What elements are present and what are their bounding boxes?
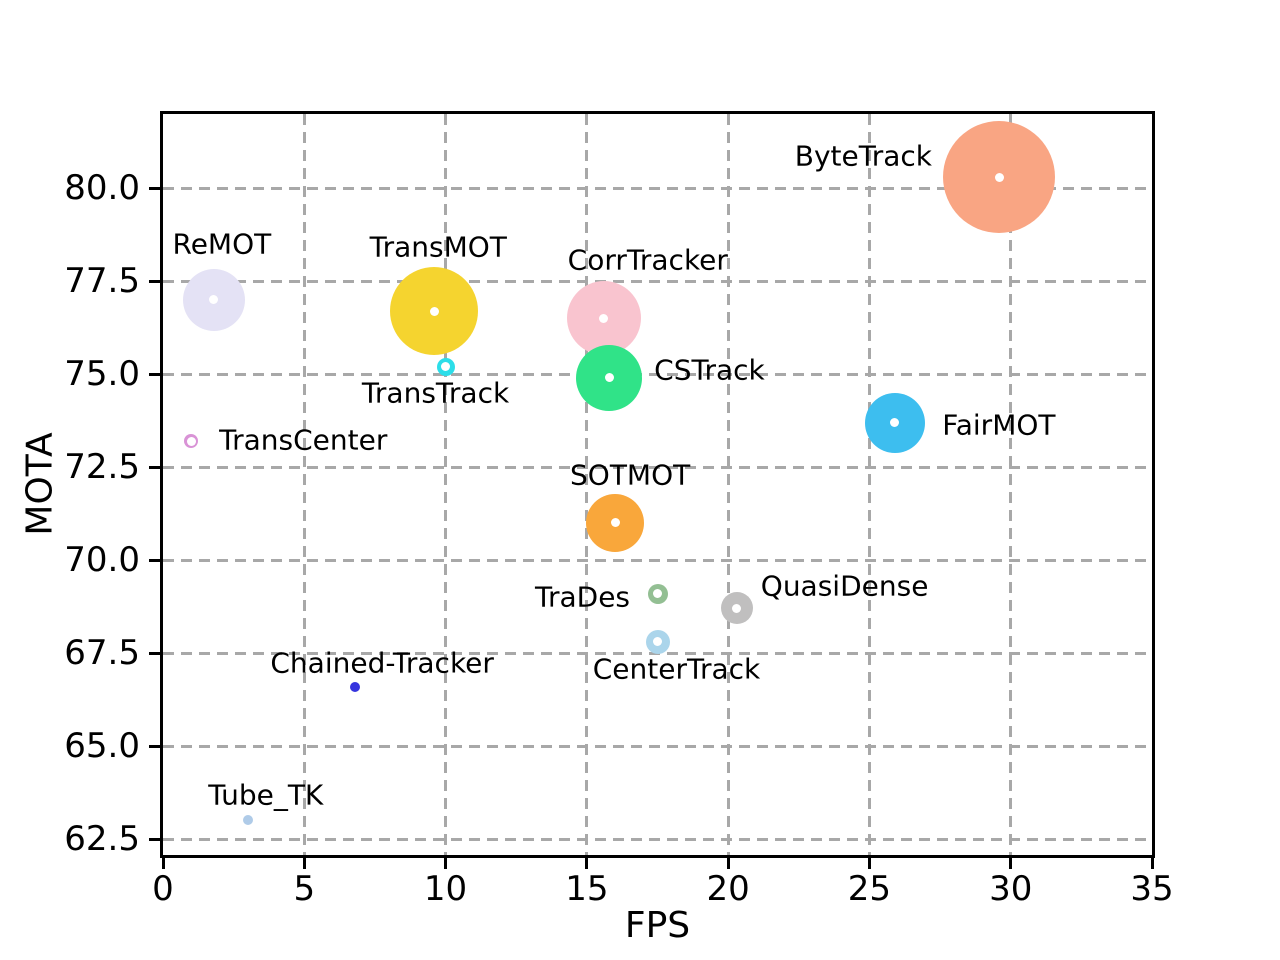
y-tick-75 bbox=[149, 372, 160, 376]
x-tick-label-5: 5 bbox=[293, 869, 316, 909]
chained-tracker-label: Chained-Tracker bbox=[270, 646, 494, 680]
quasidense-bubble bbox=[720, 592, 753, 625]
gridline-x-15 bbox=[585, 114, 589, 855]
corrtracker-center-dot bbox=[599, 313, 609, 323]
transmot-label: TransMOT bbox=[369, 230, 507, 264]
centertrack-center-dot bbox=[653, 637, 662, 647]
y-tick-77.5 bbox=[149, 279, 160, 283]
gridline-x-25 bbox=[867, 114, 871, 855]
gridline-y-70 bbox=[163, 558, 1152, 562]
transtrack-bubble bbox=[436, 357, 455, 376]
x-tick-30 bbox=[1009, 858, 1013, 869]
y-tick-label-72.5: 72.5 bbox=[64, 447, 140, 488]
y-tick-70 bbox=[149, 558, 160, 562]
remot-bubble bbox=[182, 268, 245, 331]
trades-label: TraDes bbox=[534, 580, 631, 614]
x-tick-5 bbox=[302, 858, 306, 869]
corrtracker-bubble bbox=[566, 281, 641, 356]
fairmot-center-dot bbox=[890, 418, 900, 428]
transcenter-bubble bbox=[184, 434, 199, 449]
cstrack-center-dot bbox=[604, 373, 614, 383]
y-tick-65 bbox=[149, 744, 160, 748]
transmot-center-dot bbox=[429, 306, 439, 316]
cstrack-label: CSTrack bbox=[654, 353, 765, 387]
x-tick-label-0: 0 bbox=[152, 869, 174, 909]
centertrack-label: CenterTrack bbox=[592, 652, 761, 686]
corrtracker-label: CorrTracker bbox=[567, 243, 728, 277]
x-tick-label-30: 30 bbox=[989, 869, 1033, 909]
x-axis-label: FPS bbox=[624, 905, 691, 946]
y-tick-80 bbox=[149, 186, 160, 190]
gridline-x-20 bbox=[726, 114, 730, 855]
gridline-y-75 bbox=[163, 372, 1152, 376]
trades-center-dot bbox=[653, 589, 662, 599]
gridline-y-72.5 bbox=[163, 465, 1152, 469]
remot-label: ReMOT bbox=[172, 227, 272, 261]
chained-tracker-bubble bbox=[350, 681, 361, 692]
x-tick-10 bbox=[444, 858, 448, 869]
quasidense-center-dot bbox=[732, 603, 742, 613]
y-tick-72.5 bbox=[149, 465, 160, 469]
bytetrack-bubble bbox=[943, 121, 1056, 234]
y-tick-label-65: 65.0 bbox=[64, 726, 140, 767]
gridline-y-62.5 bbox=[163, 837, 1152, 841]
remot-center-dot bbox=[209, 295, 219, 305]
gridline-x-30 bbox=[1009, 114, 1013, 855]
gridline-y-77.5 bbox=[163, 279, 1152, 283]
sotmot-center-dot bbox=[610, 518, 620, 528]
x-tick-label-20: 20 bbox=[706, 869, 750, 909]
sotmot-bubble bbox=[586, 493, 645, 552]
x-tick-15 bbox=[585, 858, 589, 869]
transcenter-label: TransCenter bbox=[219, 423, 388, 457]
transtrack-center-dot bbox=[441, 362, 451, 372]
y-tick-67.5 bbox=[149, 651, 160, 655]
x-tick-25 bbox=[867, 858, 871, 869]
bytetrack-center-dot bbox=[994, 172, 1004, 182]
gridline-y-65 bbox=[163, 744, 1152, 748]
y-tick-label-70: 70.0 bbox=[64, 540, 140, 581]
fairmot-bubble bbox=[864, 392, 925, 453]
sotmot-label: SOTMOT bbox=[570, 458, 691, 492]
gridline-x-5 bbox=[302, 114, 306, 855]
plot-area: FPS MOTA 0 5 10 15 20 25 30 35 62.5 65.0 67.5 70.0 7… bbox=[20, 111, 1174, 946]
y-axis-label: MOTA bbox=[19, 432, 61, 536]
y-tick-label-67.5: 67.5 bbox=[64, 633, 140, 674]
tube-tk-bubble bbox=[242, 815, 253, 826]
x-tick-label-35: 35 bbox=[1130, 869, 1174, 909]
x-tick-label-10: 10 bbox=[423, 869, 468, 909]
bytetrack-label: ByteTrack bbox=[794, 139, 933, 173]
quasidense-label: QuasiDense bbox=[760, 569, 929, 603]
gridline-y-80 bbox=[163, 186, 1152, 190]
tube-tk-label: Tube_TK bbox=[208, 778, 324, 812]
fairmot-label: FairMOT bbox=[942, 408, 1056, 442]
y-tick-label-62.5: 62.5 bbox=[64, 819, 140, 859]
x-tick-label-15: 15 bbox=[565, 869, 609, 909]
x-tick-20 bbox=[726, 858, 730, 869]
transtrack-label: TransTrack bbox=[361, 376, 510, 410]
y-tick-label-75: 75.0 bbox=[64, 354, 140, 395]
x-tick-35 bbox=[1150, 858, 1154, 869]
y-tick-62.5 bbox=[149, 837, 160, 841]
y-tick-label-77.5: 77.5 bbox=[64, 261, 140, 302]
transmot-bubble bbox=[390, 267, 479, 356]
x-tick-label-25: 25 bbox=[847, 869, 892, 909]
centertrack-bubble bbox=[645, 629, 670, 654]
x-tick-0 bbox=[161, 858, 165, 869]
transcenter-center-dot bbox=[186, 436, 196, 446]
gridline-x-10 bbox=[444, 114, 448, 855]
y-tick-label-80: 80.0 bbox=[64, 168, 140, 209]
cstrack-bubble bbox=[576, 344, 643, 411]
trades-bubble bbox=[647, 583, 668, 604]
